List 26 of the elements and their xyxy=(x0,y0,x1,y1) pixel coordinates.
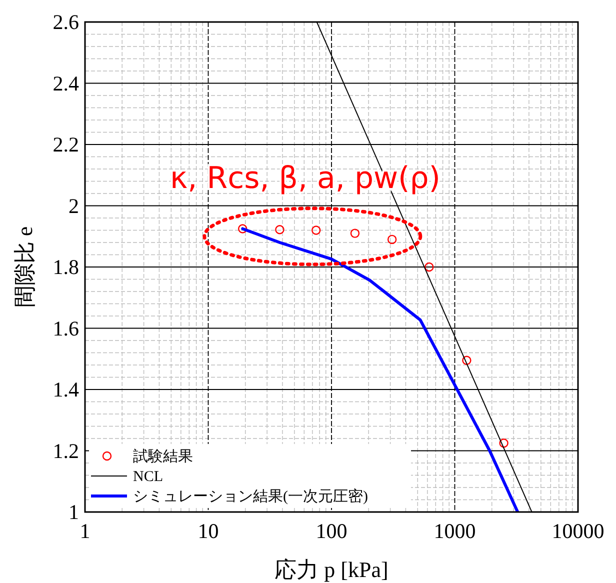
y-axis-title: 間隙比 e xyxy=(12,226,37,308)
point xyxy=(424,262,434,272)
y-tick-label: 1.6 xyxy=(52,316,79,340)
x-axis-title: 応力 p [kPa] xyxy=(274,557,388,582)
point xyxy=(462,356,472,366)
legend-label: 試験結果 xyxy=(133,448,193,465)
y-tick-label: 1.4 xyxy=(52,378,80,402)
point xyxy=(387,234,397,244)
y-tick-label: 1.2 xyxy=(52,438,79,463)
y-tick-label: 2.4 xyxy=(52,71,80,96)
point xyxy=(499,438,508,448)
x-tick-label: 1000 xyxy=(434,519,476,543)
legend-label: シミュレーション結果(一次元圧密) xyxy=(133,488,368,505)
point xyxy=(350,228,360,238)
y-tick-label: 1.8 xyxy=(52,255,79,279)
y-tick-label: 2 xyxy=(68,194,79,218)
x-tick-label: 100 xyxy=(316,519,348,543)
y-tick-label: 2.6 xyxy=(52,10,79,34)
point xyxy=(275,225,284,234)
x-tick-label: 10000 xyxy=(552,519,604,543)
y-tick-label: 1 xyxy=(68,500,79,524)
legend-label: NCL xyxy=(133,469,163,485)
point xyxy=(312,226,321,235)
x-tick-label: 10 xyxy=(198,519,219,543)
y-tick-label: 2.2 xyxy=(52,132,79,156)
point xyxy=(238,224,248,234)
